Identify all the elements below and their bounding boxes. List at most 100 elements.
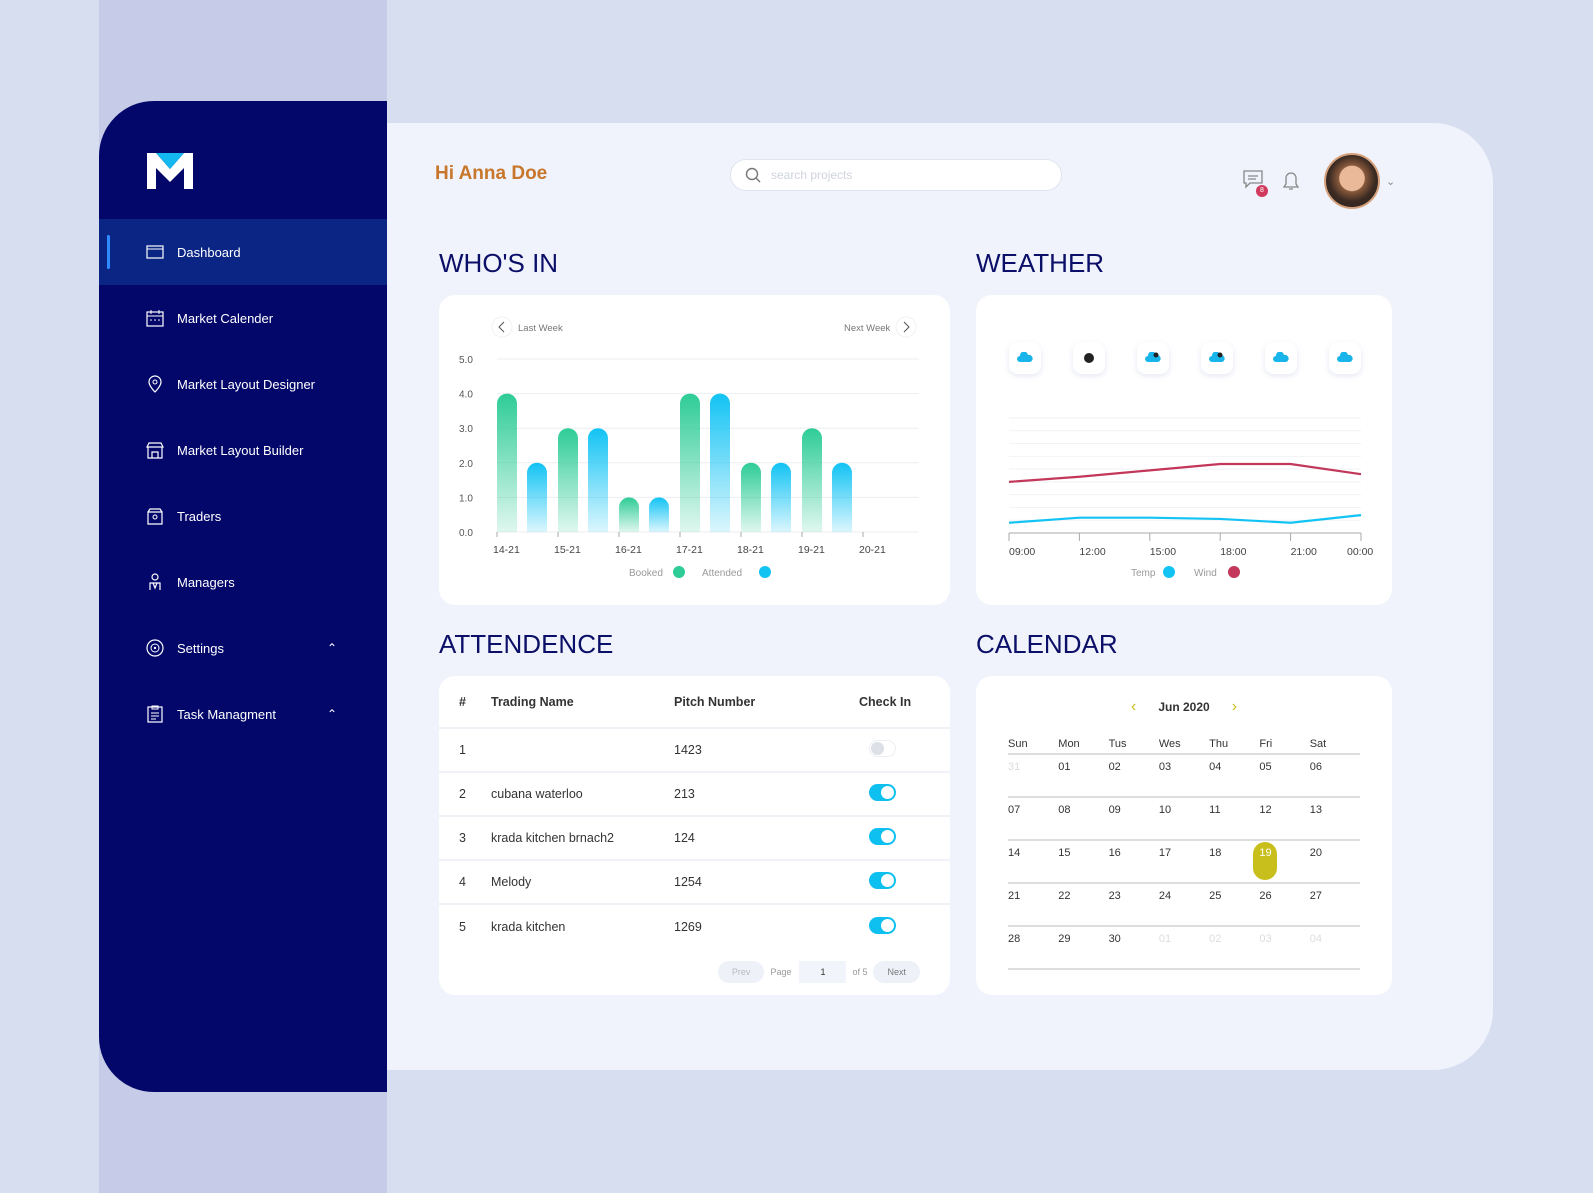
search-input[interactable] <box>771 168 1031 182</box>
day-number: 28 <box>1008 933 1021 945</box>
whos-in-card: 0.0 1.0 2.0 3.0 4.0 5.0 14-21 15-21 16-21 17-21 18… <box>439 295 950 605</box>
check-in-toggle[interactable] <box>869 916 896 934</box>
next-week-label[interactable]: Next Week <box>844 323 891 334</box>
calendar-day[interactable]: 06 <box>1310 761 1360 796</box>
chevron-up-icon[interactable]: ⌃ <box>326 707 337 721</box>
calendar-day[interactable]: 26 <box>1259 890 1309 925</box>
calendar-day[interactable]: 24 <box>1159 890 1209 925</box>
day-number: 08 <box>1058 804 1071 816</box>
calendar-day[interactable]: 09 <box>1109 804 1159 839</box>
check-in-toggle[interactable] <box>869 740 896 757</box>
check-in-toggle[interactable] <box>869 828 896 845</box>
calendar-day[interactable]: 03 <box>1159 761 1209 796</box>
bar-attended[interactable] <box>771 462 791 532</box>
sidebar-item-label: Settings <box>177 640 224 656</box>
bar-booked[interactable] <box>802 428 822 532</box>
day-number: 27 <box>1309 890 1322 902</box>
prev-month-button[interactable]: ‹ <box>1130 698 1137 715</box>
cloud-icon <box>1329 342 1361 374</box>
calendar-day[interactable]: 10 <box>1159 804 1209 839</box>
bar-booked[interactable] <box>619 497 639 532</box>
calendar-day[interactable]: 23 <box>1109 890 1159 925</box>
legend-swatch <box>1163 566 1175 578</box>
page-input[interactable]: 1 <box>799 961 847 983</box>
calendar-day[interactable]: 18 <box>1209 847 1259 882</box>
calendar-day[interactable]: 27 <box>1310 890 1360 925</box>
bar-booked[interactable] <box>497 393 517 532</box>
message-icon <box>1243 169 1263 189</box>
prev-week-label[interactable]: Last Week <box>518 323 563 334</box>
bar-attended[interactable] <box>527 462 547 532</box>
sidebar-item-managers[interactable]: Managers <box>99 549 387 615</box>
calendar-day[interactable]: 19 <box>1253 842 1309 882</box>
sidebar-item-label: Market Layout Designer <box>177 376 316 392</box>
sidebar-item-settings[interactable]: Settings ⌃ <box>99 615 387 681</box>
messages-button[interactable]: 8 <box>1242 169 1268 197</box>
calendar-day[interactable]: 13 <box>1310 804 1360 839</box>
page-label: Page <box>770 967 792 977</box>
calendar-day[interactable]: 22 <box>1058 890 1108 925</box>
bar-attended[interactable] <box>588 428 608 532</box>
calendar-day[interactable]: 01 <box>1159 933 1209 968</box>
bar-booked[interactable] <box>741 462 761 532</box>
calendar-day[interactable]: 21 <box>1008 890 1058 925</box>
calendar-day[interactable]: 29 <box>1058 933 1108 968</box>
calendar-day[interactable]: 25 <box>1209 890 1259 925</box>
bar-attended[interactable] <box>649 497 669 532</box>
calendar-day[interactable]: 28 <box>1008 933 1058 968</box>
bar-attended[interactable] <box>832 462 852 532</box>
next-week-button[interactable] <box>895 316 917 338</box>
calendar-day[interactable]: 08 <box>1058 804 1108 839</box>
calendar-day[interactable]: 07 <box>1008 804 1058 839</box>
manager-icon <box>149 573 161 590</box>
greeting: Hi Anna Doe <box>435 163 548 184</box>
next-month-button[interactable]: › <box>1231 698 1238 715</box>
line-wind[interactable] <box>1008 462 1362 483</box>
calendar-day[interactable]: 15 <box>1058 847 1108 882</box>
calendar-day[interactable]: 16 <box>1109 847 1159 882</box>
sidebar-item-market-layout-builder[interactable]: Market Layout Builder <box>99 417 387 483</box>
bar-booked[interactable] <box>680 393 700 532</box>
calendar-day[interactable]: 04 <box>1209 761 1259 796</box>
bell-icon[interactable] <box>1282 171 1300 191</box>
sidebar-item-market-calender[interactable]: Market Calender <box>99 285 387 351</box>
calendar-day[interactable]: 05 <box>1259 761 1309 796</box>
calendar-day[interactable]: 30 <box>1109 933 1159 968</box>
calendar-day[interactable]: 04 <box>1310 933 1360 968</box>
weekday-label: Fri <box>1259 738 1273 750</box>
x-tick-label: 18-21 <box>737 544 764 556</box>
line-temp[interactable] <box>1008 514 1362 524</box>
calendar-day[interactable]: 14 <box>1008 847 1058 882</box>
dashboard-icon <box>146 245 164 259</box>
profile-menu[interactable]: ⌄ <box>1318 153 1395 209</box>
sidebar-item-dashboard[interactable]: Dashboard <box>99 219 387 285</box>
trading-name: cubana waterloo <box>491 771 674 816</box>
sidebar-item-market-layout-designer[interactable]: Market Layout Designer <box>99 351 387 417</box>
bar-attended[interactable] <box>710 393 730 532</box>
calendar-day[interactable]: 12 <box>1259 804 1309 839</box>
bar-booked[interactable] <box>558 428 578 532</box>
calendar-day[interactable]: 31 <box>1008 761 1058 796</box>
day-number: 24 <box>1158 890 1172 902</box>
calendar-day[interactable]: 20 <box>1310 847 1360 882</box>
search-bar[interactable] <box>730 159 1062 191</box>
calendar-day[interactable]: 11 <box>1209 804 1259 839</box>
avatar[interactable] <box>1324 153 1380 209</box>
prev-week-button[interactable] <box>491 316 513 338</box>
calendar-day[interactable]: 01 <box>1058 761 1108 796</box>
check-in-toggle[interactable] <box>869 784 896 801</box>
calendar-day[interactable]: 02 <box>1109 761 1159 796</box>
prev-button[interactable]: Prev <box>717 961 765 983</box>
calendar-day[interactable]: 03 <box>1259 933 1309 968</box>
moon-icon <box>1073 342 1105 374</box>
day-number: 07 <box>1008 804 1021 816</box>
next-button[interactable]: Next <box>873 961 920 983</box>
calendar-day[interactable]: 17 <box>1159 847 1209 882</box>
weather-card: 09:00 12:00 15:00 18:00 21:00 00:00 Temp Wind <box>976 295 1392 605</box>
chevron-down-icon[interactable]: ⌄ <box>1386 175 1396 188</box>
calendar-day[interactable]: 02 <box>1209 933 1259 968</box>
sidebar-item-traders[interactable]: Traders <box>99 483 387 549</box>
check-in-toggle[interactable] <box>869 872 896 889</box>
chevron-up-icon[interactable]: ⌃ <box>326 641 337 655</box>
sidebar-item-task-managment[interactable]: Task Managment ⌃ <box>99 681 387 747</box>
